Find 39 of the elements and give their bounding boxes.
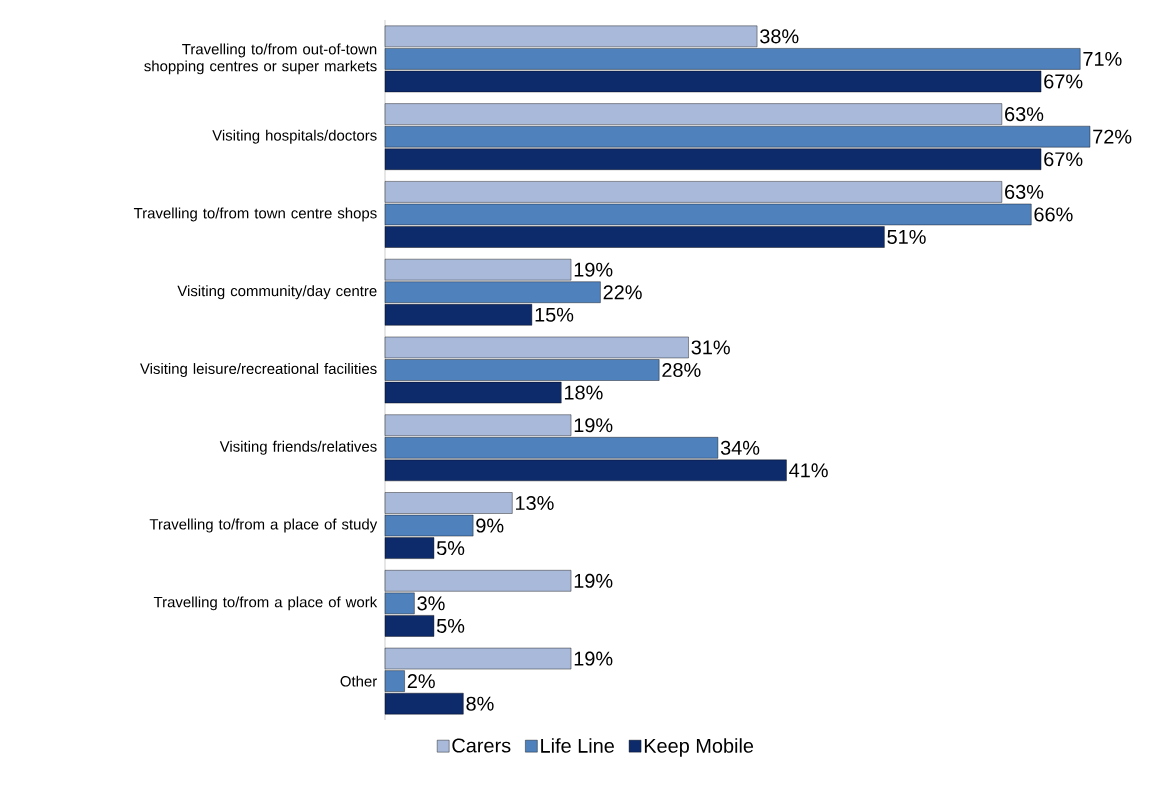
data-label: 19% — [574, 651, 613, 666]
data-label: 34% — [720, 440, 760, 455]
data-label: 28% — [662, 362, 701, 378]
data-label: 13% — [516, 495, 554, 511]
data-label: 51% — [887, 230, 926, 245]
data-label: 31% — [691, 340, 730, 355]
data-label: 63% — [1005, 184, 1044, 199]
data-label: 5% — [436, 541, 465, 556]
data-label: 71% — [1083, 51, 1122, 66]
data-label: 66% — [1034, 207, 1073, 222]
data-label: 15% — [535, 307, 574, 322]
legend-label: Life Line — [541, 738, 614, 753]
data-label: 19% — [574, 418, 613, 433]
y-tick-label: Visiting leisure/recreational facilities — [140, 363, 377, 377]
y-tick-label: Visiting friends/relatives — [219, 440, 377, 455]
data-label: 19% — [574, 262, 613, 277]
y-tick-label: Travelling to/from a place of study — [149, 518, 378, 533]
y-tick-label: Visiting hospitals/doctors — [212, 129, 377, 144]
data-label: 72% — [1093, 129, 1132, 144]
data-label: 19% — [574, 573, 613, 588]
data-label: 67% — [1044, 152, 1083, 167]
data-label: 5% — [436, 618, 465, 633]
data-label: 63% — [1005, 107, 1044, 122]
y-tick-label: Other — [340, 675, 377, 687]
legend-label: Keep Mobile — [644, 738, 754, 757]
data-label: 67% — [1044, 74, 1083, 89]
data-label: 2% — [407, 674, 435, 689]
data-label: 18% — [564, 385, 603, 400]
legend-label: Carers — [452, 738, 511, 753]
data-label: 41% — [789, 463, 828, 478]
data-label: 38% — [760, 29, 799, 44]
data-label: 22% — [603, 285, 642, 300]
data-label: 9% — [476, 518, 504, 533]
y-tick-label: Visiting community/day centre — [177, 285, 377, 300]
data-label: 8% — [466, 696, 494, 711]
y-tick-label: Travelling to/from a place of work — [153, 596, 378, 611]
data-label: 3% — [417, 596, 445, 611]
y-tick-label: Travelling to/from town centre shops — [133, 207, 377, 222]
y-tick-label: Travelling to/from out-of-town shopping centres or super markets — [144, 43, 377, 75]
